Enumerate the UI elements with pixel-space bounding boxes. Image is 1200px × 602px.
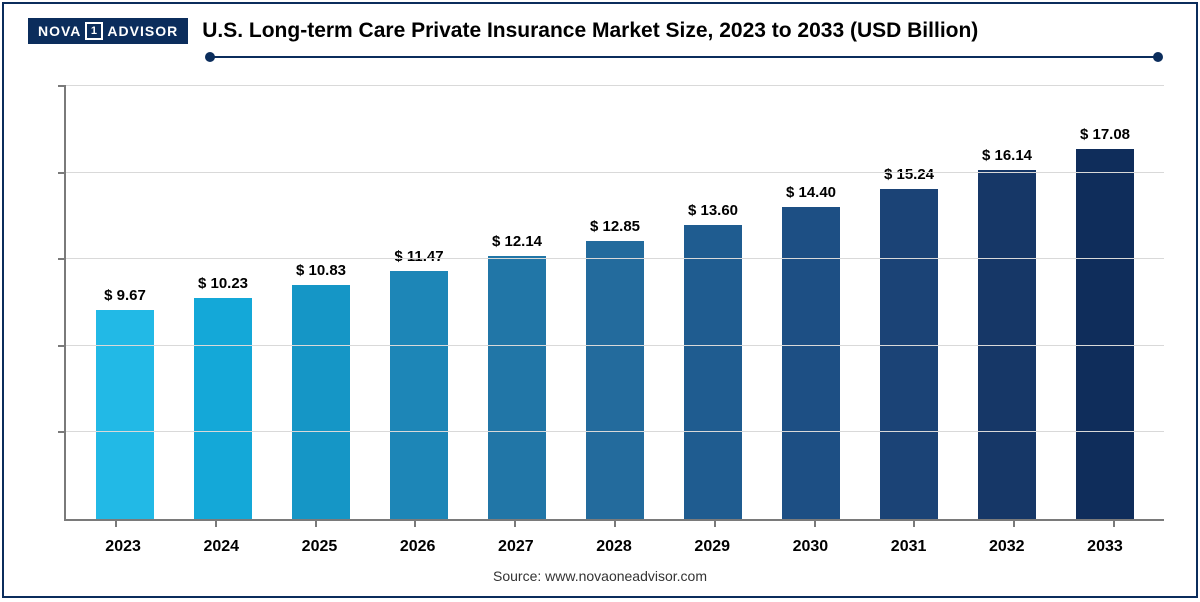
bar-slot: $ 14.40 [762,86,860,519]
x-axis-label: 2026 [369,538,467,556]
y-tick [58,172,66,174]
logo-text-left: NOVA [38,23,81,39]
bar-value-label: $ 10.23 [198,275,248,292]
x-axis-label: 2029 [663,538,761,556]
bar [684,225,742,519]
x-tick [414,519,416,527]
bar [880,189,938,519]
x-axis-label: 2033 [1056,538,1154,556]
x-tick [614,519,616,527]
bar [488,256,546,519]
x-tick [514,519,516,527]
x-axis-label: 2028 [565,538,663,556]
bar-slot: $ 15.24 [860,86,958,519]
logo-box: 1 [85,22,103,40]
x-axis-label: 2030 [761,538,859,556]
logo-badge: NOVA 1 ADVISOR [28,18,188,44]
x-axis-label: 2032 [958,538,1056,556]
bar-slot: $ 17.08 [1056,86,1154,519]
y-tick [58,85,66,87]
bar-value-label: $ 13.60 [688,202,738,219]
x-axis-label: 2031 [860,538,958,556]
logo-text-right: ADVISOR [107,23,178,39]
x-axis-label: 2023 [74,538,172,556]
bar-slot: $ 10.23 [174,86,272,519]
grid-line [66,345,1164,346]
x-axis-label: 2024 [172,538,270,556]
bar-value-label: $ 9.67 [104,287,146,304]
grid-line [66,258,1164,259]
bar-slot: $ 11.47 [370,86,468,519]
bar-slot: $ 12.14 [468,86,566,519]
header: NOVA 1 ADVISOR U.S. Long-term Care Priva… [28,18,1172,44]
bar-value-label: $ 17.08 [1080,126,1130,143]
grid-line [66,431,1164,432]
bars-container: $ 9.67 $ 10.23 $ 10.83 $ 11.47 $ 12.14 $ 12.8… [66,86,1164,519]
bar-value-label: $ 15.24 [884,166,934,183]
x-tick [115,519,117,527]
bar-value-label: $ 16.14 [982,147,1032,164]
title-rule [210,56,1158,58]
bar-slot: $ 16.14 [958,86,1056,519]
x-tick [714,519,716,527]
x-axis-label: 2025 [270,538,368,556]
bar [1076,149,1134,519]
bar [96,310,154,519]
bar-value-label: $ 12.14 [492,233,542,250]
bar-value-label: $ 10.83 [296,262,346,279]
bar-value-label: $ 14.40 [786,184,836,201]
bar [782,207,840,519]
grid-line [66,85,1164,86]
chart-frame: NOVA 1 ADVISOR U.S. Long-term Care Priva… [2,2,1198,598]
bar [586,241,644,519]
bar [292,285,350,519]
bar-slot: $ 9.67 [76,86,174,519]
bar-value-label: $ 12.85 [590,218,640,235]
y-tick [58,431,66,433]
bar-slot: $ 12.85 [566,86,664,519]
bar [390,271,448,519]
x-tick [1113,519,1115,527]
bar-value-label: $ 11.47 [394,248,443,265]
source-caption: Source: www.novaoneadvisor.com [4,568,1196,584]
chart-title: U.S. Long-term Care Private Insurance Ma… [202,19,978,43]
y-tick [58,345,66,347]
y-tick [58,258,66,260]
x-tick [913,519,915,527]
chart-plot-area: $ 9.67 $ 10.23 $ 10.83 $ 11.47 $ 12.14 $ 12.8… [64,86,1164,521]
x-tick [1013,519,1015,527]
x-tick [315,519,317,527]
grid-line [66,172,1164,173]
bar-slot: $ 10.83 [272,86,370,519]
x-axis-labels: 2023202420252026202720282029203020312032… [64,538,1164,556]
bar [194,298,252,519]
x-tick [215,519,217,527]
x-tick [814,519,816,527]
bar-slot: $ 13.60 [664,86,762,519]
x-axis-label: 2027 [467,538,565,556]
